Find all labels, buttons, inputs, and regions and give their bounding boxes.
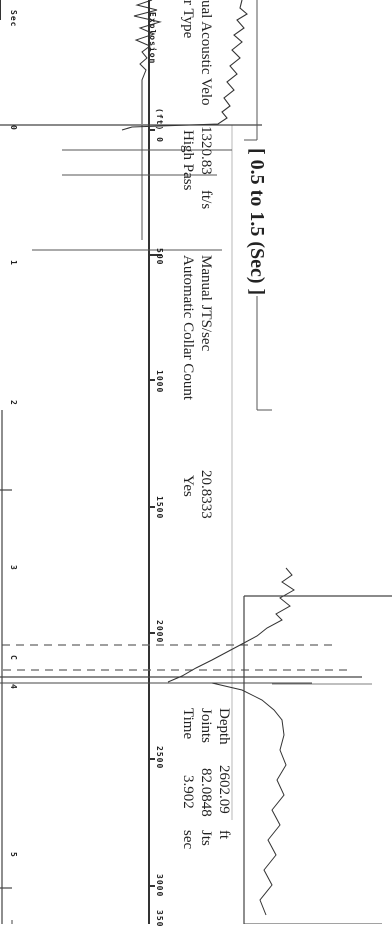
left-wave	[133, 0, 162, 124]
ramp-trace	[167, 567, 295, 683]
depth-ticks	[149, 129, 162, 887]
explosion-noise-trace	[121, 0, 248, 131]
return-trace	[211, 682, 287, 916]
